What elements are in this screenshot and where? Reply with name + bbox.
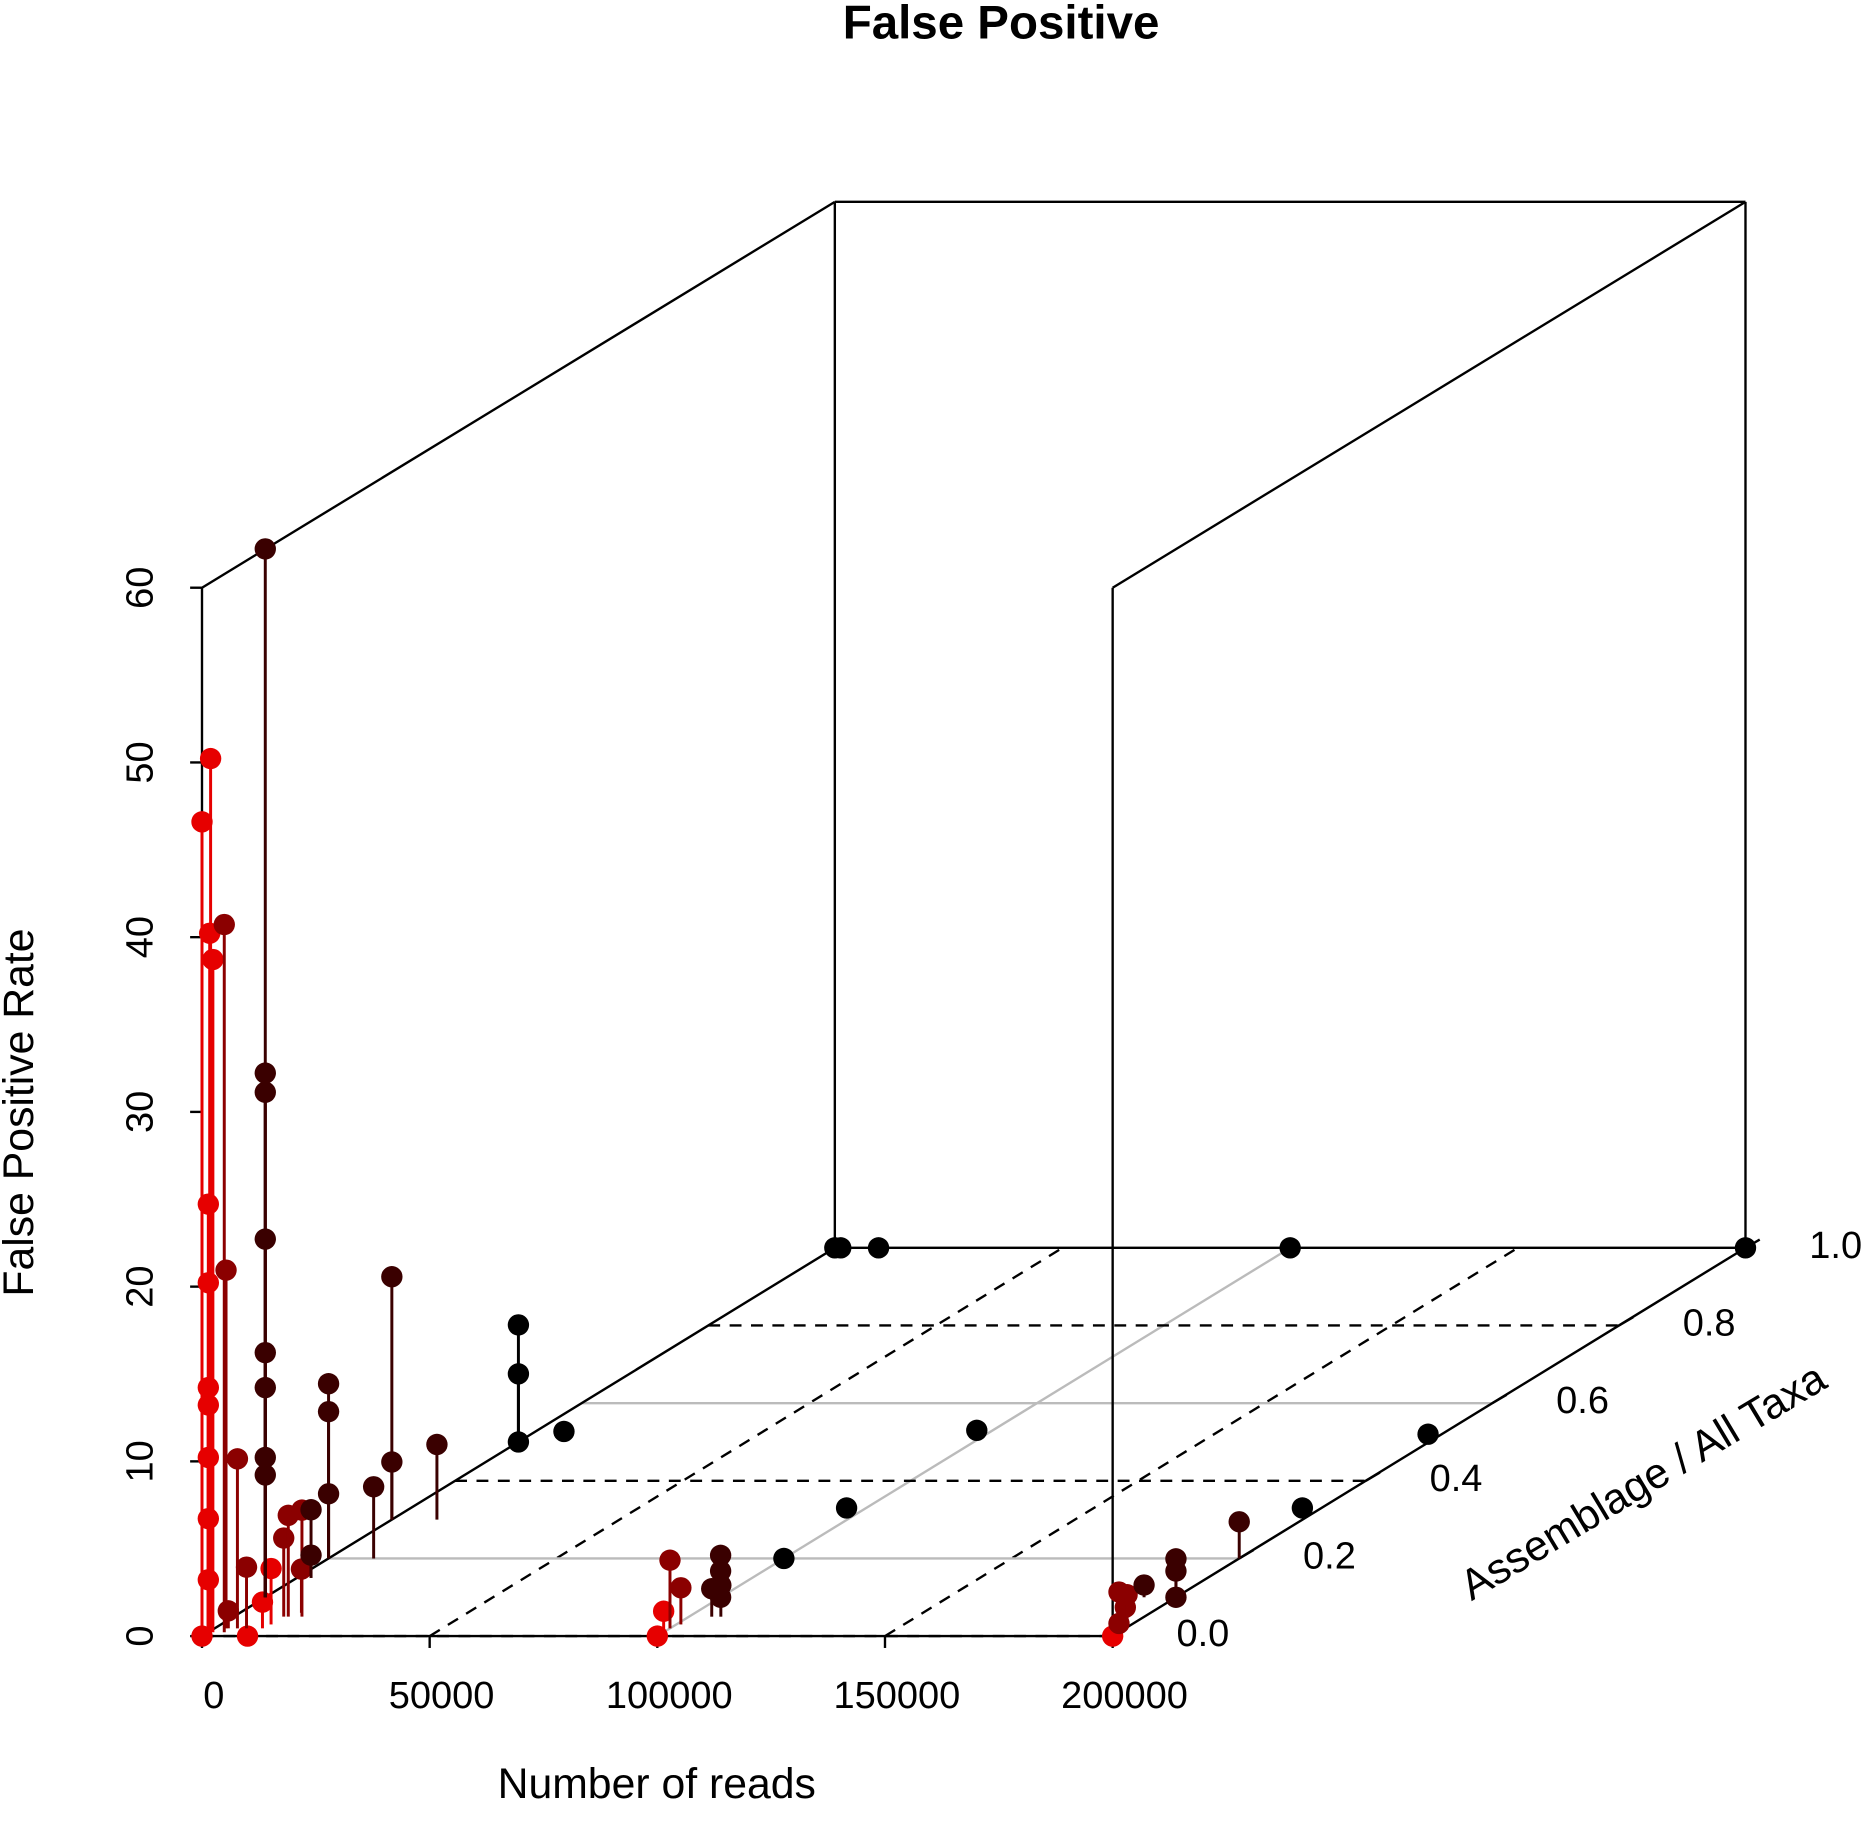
point: [317, 1400, 340, 1423]
point: [197, 1394, 220, 1416]
point: [507, 1431, 530, 1453]
z-tick-label: 10: [120, 1440, 162, 1482]
z-tick-label: 40: [120, 916, 162, 958]
point: [1417, 1423, 1439, 1445]
x-tick-label: 100000: [606, 1675, 733, 1717]
point: [191, 811, 213, 833]
point: [300, 1499, 322, 1521]
point: [709, 1586, 732, 1608]
point: [254, 1464, 276, 1486]
point: [254, 1446, 276, 1469]
point: [215, 1259, 237, 1281]
point: [254, 1228, 276, 1250]
point: [254, 1341, 276, 1364]
point: [1165, 1586, 1187, 1608]
point: [202, 948, 224, 971]
y-tick-label: 0.2: [1303, 1535, 1356, 1577]
point: [507, 1314, 530, 1336]
y-tick-label: 0.6: [1556, 1380, 1609, 1422]
point: [254, 538, 276, 560]
point: [197, 1569, 220, 1591]
point: [835, 1497, 858, 1519]
point: [507, 1363, 530, 1385]
y-tick-label: 0.4: [1430, 1458, 1483, 1500]
point: [1133, 1574, 1155, 1596]
point: [381, 1451, 403, 1473]
z-axis-label: False Positive Rate: [0, 928, 43, 1296]
point: [197, 1193, 220, 1215]
point: [381, 1266, 403, 1288]
x-tick-label: 200000: [1061, 1675, 1188, 1717]
chart-title: False Positive: [843, 0, 1160, 50]
point: [317, 1483, 340, 1505]
points: [191, 538, 1757, 1647]
x-tick-label: 50000: [389, 1675, 495, 1717]
point: [1734, 1237, 1757, 1259]
x-axis-label: Number of reads: [498, 1760, 816, 1808]
point: [773, 1547, 795, 1570]
point: [830, 1237, 852, 1259]
y-tick-label: 0.0: [1176, 1613, 1229, 1655]
point: [670, 1577, 692, 1599]
point: [191, 1625, 213, 1647]
point: [197, 1446, 220, 1469]
point: [254, 1062, 276, 1084]
point: [426, 1433, 448, 1456]
point: [709, 1544, 732, 1567]
point: [226, 1448, 249, 1470]
ticks: 0 50000 100000 150000 200000 0.0 0.2 0.4 0.6 0.8 1…: [120, 567, 1862, 1717]
point: [251, 1591, 274, 1613]
y-tick: [1491, 1393, 1508, 1405]
point: [260, 1557, 282, 1580]
x-tick-label: 150000: [833, 1675, 960, 1717]
point: [317, 1373, 340, 1395]
point: [236, 1625, 259, 1647]
z-tick-label: 50: [120, 741, 162, 783]
point: [217, 1600, 240, 1622]
z-tick-label: 20: [120, 1266, 162, 1308]
point: [197, 1376, 220, 1399]
point: [273, 1527, 295, 1549]
point: [362, 1476, 385, 1498]
point: [1165, 1560, 1187, 1582]
point: [254, 1081, 276, 1103]
point: [1228, 1511, 1250, 1533]
point: [1108, 1612, 1130, 1635]
z-tick-label: 60: [120, 567, 162, 609]
point: [199, 747, 222, 770]
grid-line: [884, 1246, 1519, 1638]
point: [213, 913, 235, 936]
y-tick-label: 0.8: [1683, 1303, 1736, 1345]
x-tick-label: 0: [203, 1675, 224, 1717]
point: [1279, 1237, 1301, 1259]
z-tick-label: 0: [120, 1626, 162, 1647]
point: [197, 1507, 220, 1530]
y-tick: [1618, 1316, 1634, 1327]
point: [553, 1420, 575, 1443]
y-tick: [1238, 1549, 1255, 1560]
point: [659, 1549, 681, 1571]
y-tick-label: 1.0: [1809, 1225, 1862, 1267]
point: [966, 1419, 988, 1442]
point: [235, 1556, 258, 1578]
grid-line: [429, 1246, 1064, 1638]
point: [709, 1560, 732, 1582]
point: [254, 1376, 276, 1399]
point: [867, 1237, 890, 1259]
point: [197, 1272, 220, 1294]
y-tick: [1365, 1471, 1381, 1482]
point: [300, 1544, 322, 1566]
z-tick-label: 30: [120, 1091, 162, 1133]
grid-line: [656, 1246, 1291, 1638]
point: [1116, 1584, 1138, 1606]
point: [1291, 1497, 1314, 1519]
